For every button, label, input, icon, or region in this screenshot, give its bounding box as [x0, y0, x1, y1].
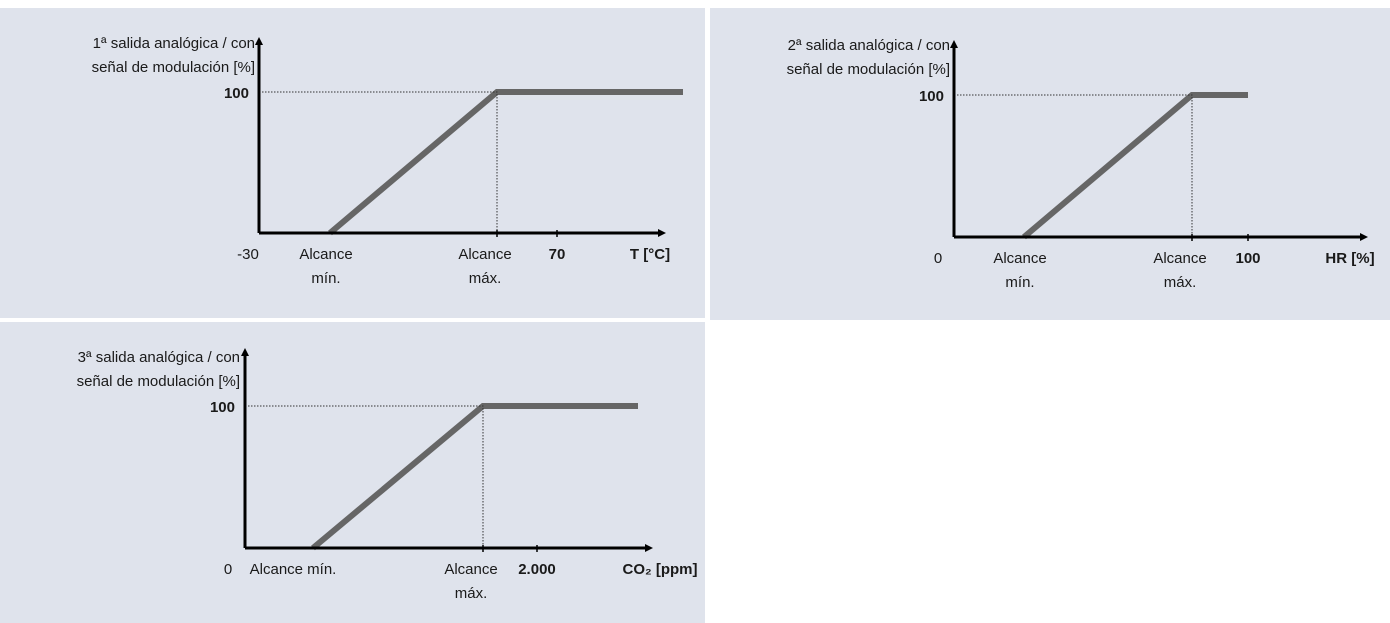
- panel-bg: [0, 8, 705, 318]
- y-title: 1ª salida analógica / con: [93, 35, 255, 52]
- x-label: máx.: [1164, 274, 1197, 291]
- x-label: Alcance: [299, 246, 352, 263]
- x-label: 100: [1235, 250, 1260, 267]
- y-title: señal de modulación [%]: [92, 59, 255, 76]
- x-label: Alcance: [444, 561, 497, 578]
- x-label: 0: [934, 250, 942, 267]
- guide: [248, 405, 484, 548]
- x-label: máx.: [469, 270, 502, 287]
- y-title: señal de modulación [%]: [787, 61, 950, 78]
- x-label: 70: [549, 246, 566, 263]
- panels: 1ª salida analógica / con señal de modula…: [77, 35, 1375, 602]
- x-label: 2.000: [518, 561, 556, 578]
- panel-bg: [710, 8, 1390, 320]
- y-label: 100: [210, 399, 235, 416]
- x-label: Alcance: [458, 246, 511, 263]
- y-title: 3ª salida analógica / con: [78, 349, 240, 366]
- x-label: máx.: [455, 585, 488, 602]
- guide: [262, 91, 498, 233]
- y-title: 2ª salida analógica / con: [788, 37, 950, 54]
- y-title: señal de modulación [%]: [77, 373, 240, 390]
- x-label: Alcance: [1153, 250, 1206, 267]
- panel-bg: [0, 322, 705, 623]
- x-label: Alcance: [993, 250, 1046, 267]
- x-title: HR [%]: [1325, 250, 1374, 267]
- x-label: mín.: [1005, 274, 1034, 291]
- x-label: 0: [224, 561, 232, 578]
- x-title: CO₂ [ppm]: [623, 561, 698, 578]
- x-label: -30: [237, 246, 259, 263]
- x-label: mín.: [311, 270, 340, 287]
- guide: [957, 94, 1193, 237]
- x-label: Alcance mín.: [250, 561, 337, 578]
- y-label: 100: [919, 88, 944, 105]
- x-title: T [°C]: [630, 246, 670, 263]
- y-label: 100: [224, 85, 249, 102]
